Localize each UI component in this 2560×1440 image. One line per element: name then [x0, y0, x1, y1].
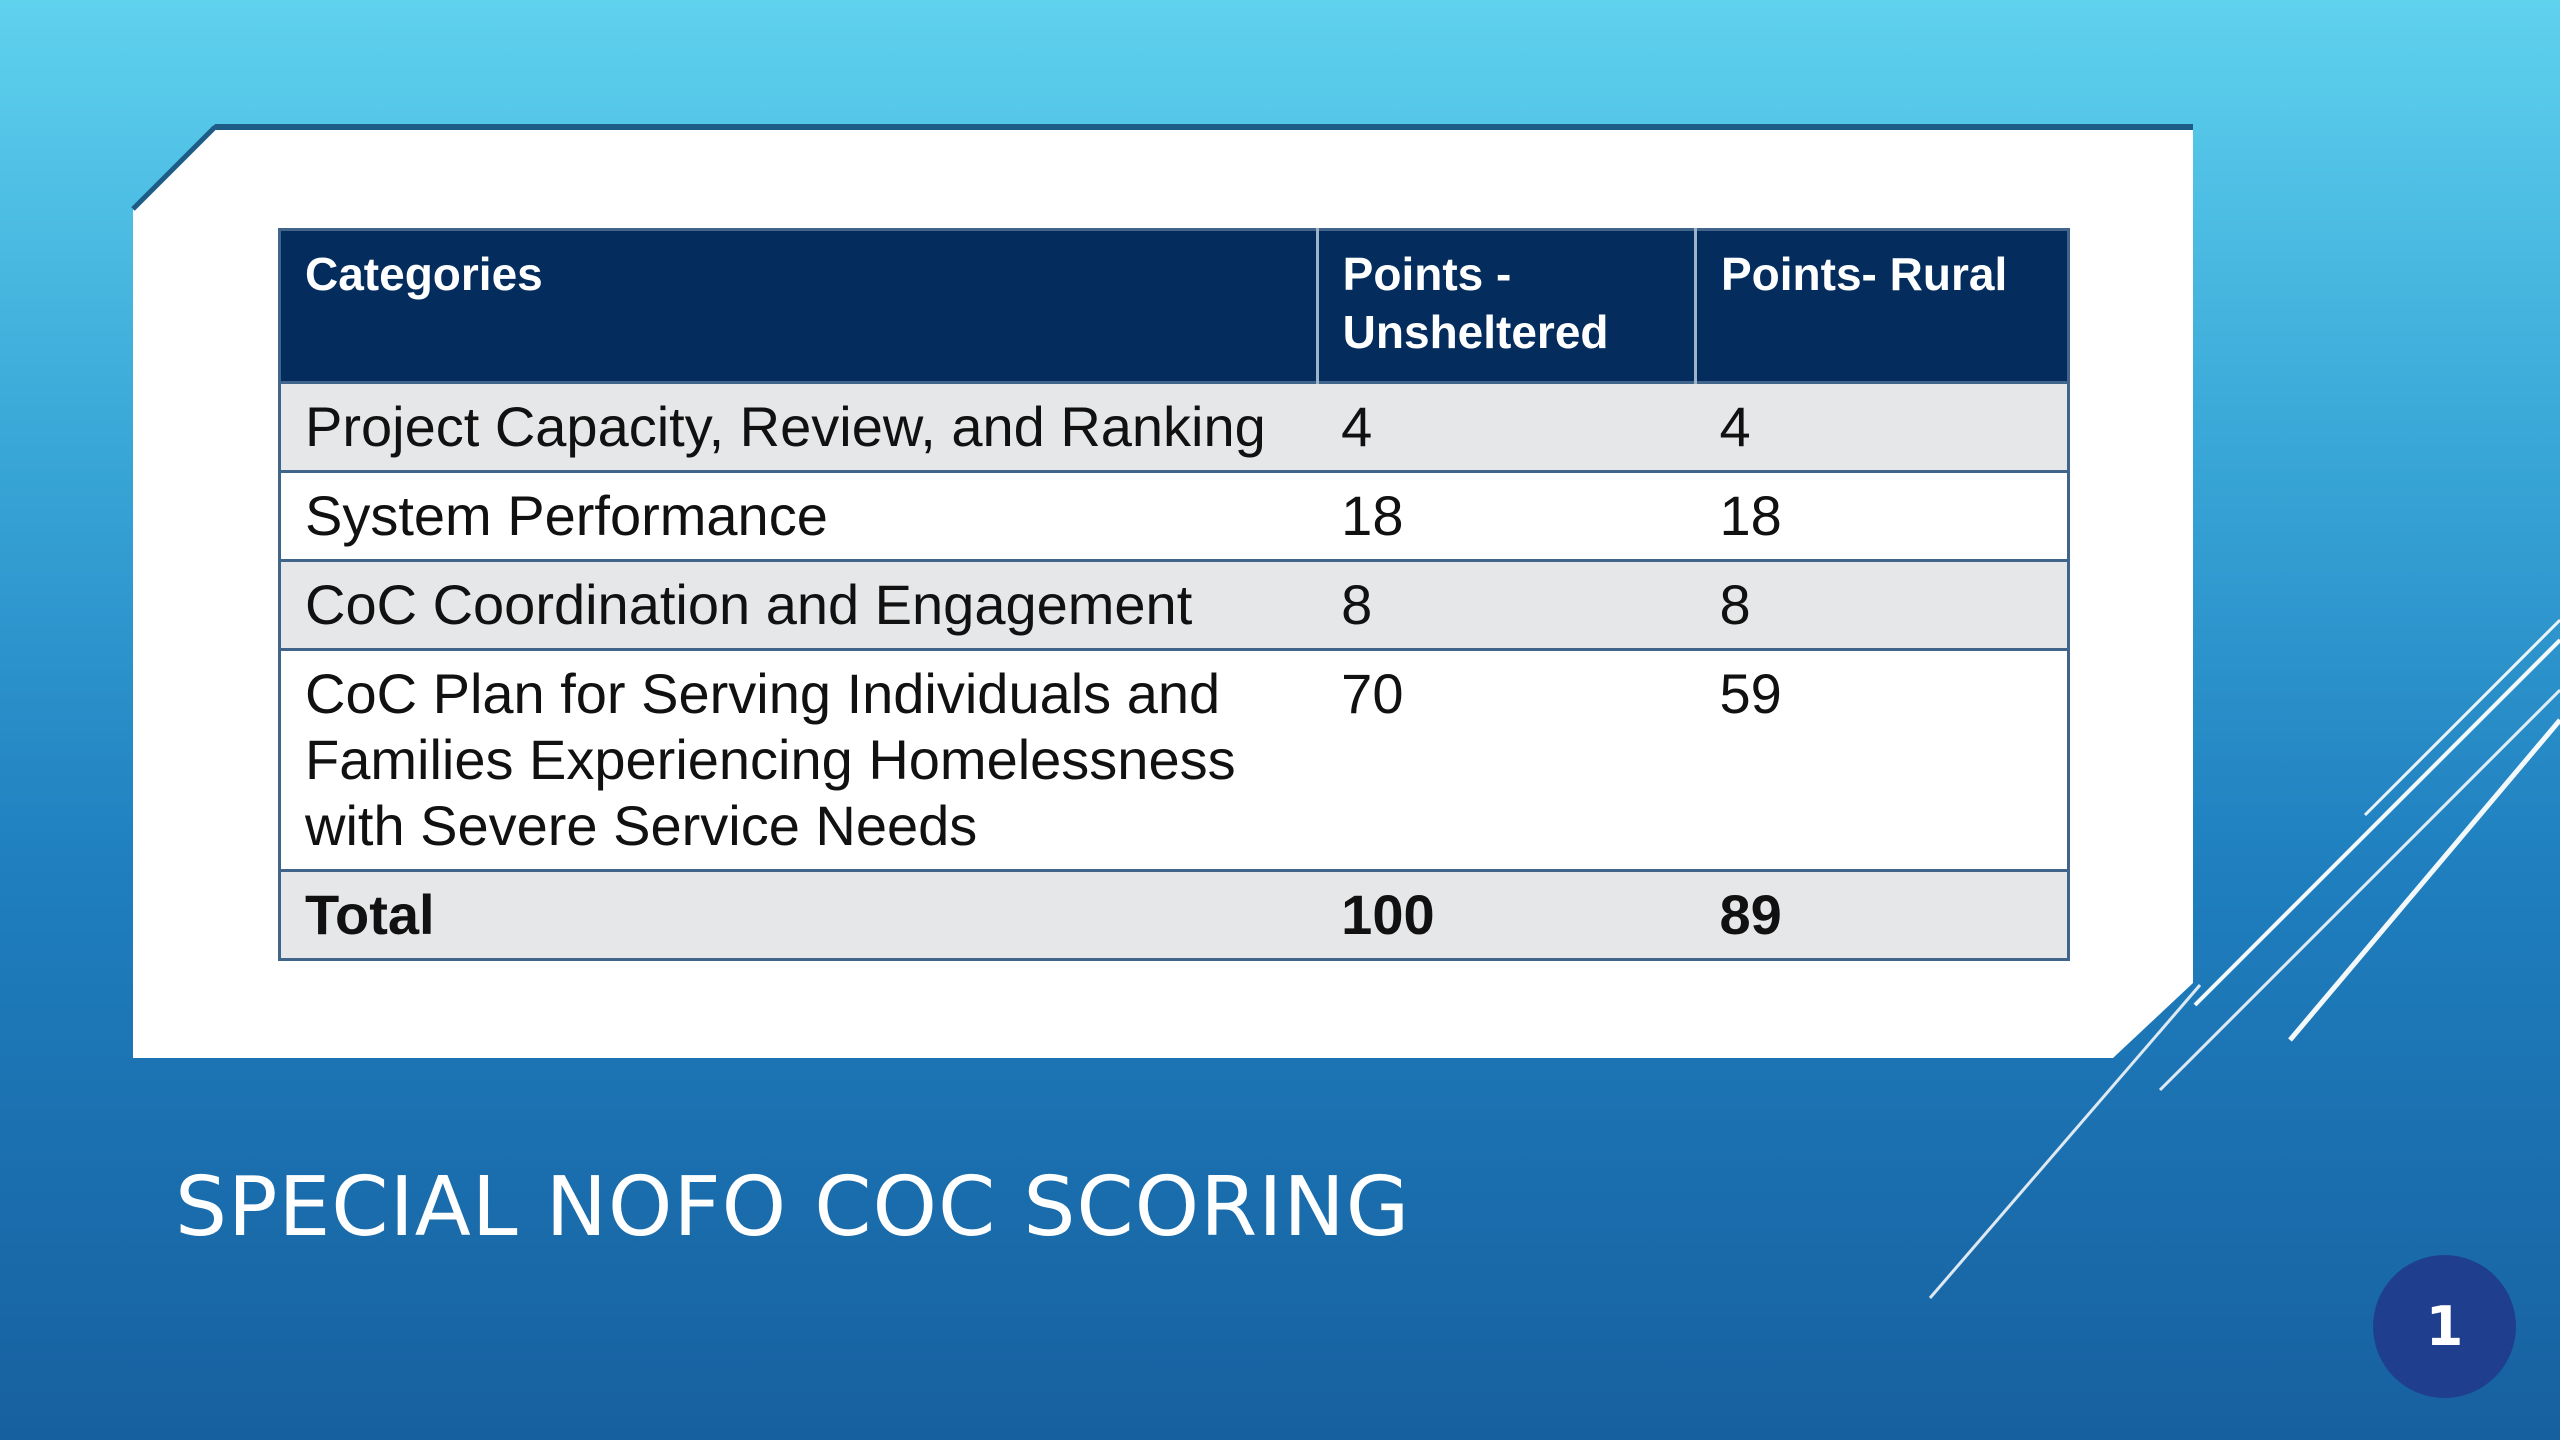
row-points-unsheltered: 4	[1317, 381, 1696, 472]
row-category: System Performance	[279, 470, 1318, 561]
table-row: Project Capacity, Review, and Ranking 4 …	[279, 381, 2069, 472]
total-points-rural: 89	[1695, 869, 2069, 960]
page-number-badge: 1	[2373, 1255, 2516, 1398]
row-category: Project Capacity, Review, and Ranking	[279, 381, 1318, 472]
row-category: CoC Plan for Serving Individuals and Fam…	[279, 648, 1318, 871]
total-label: Total	[279, 869, 1318, 960]
row-points-rural: 59	[1695, 648, 2069, 871]
scoring-table: Categories Points - Unsheltered Points- …	[278, 228, 2070, 961]
table-header-row: Categories Points - Unsheltered Points- …	[279, 229, 2069, 383]
row-category: CoC Coordination and Engagement	[279, 559, 1318, 650]
row-points-rural: 18	[1695, 470, 2069, 561]
card-top-edge	[211, 124, 2193, 130]
slide-title: SPECIAL NOFO COC SCORING	[175, 1160, 1411, 1255]
table-row: System Performance 18 18	[279, 470, 2069, 561]
card-corner-edge	[131, 125, 217, 211]
row-points-unsheltered: 8	[1317, 559, 1696, 650]
total-points-unsheltered: 100	[1317, 869, 1696, 960]
header-points-unsheltered: Points - Unsheltered	[1317, 229, 1698, 383]
table-total-row: Total 100 89	[279, 869, 2069, 960]
row-points-rural: 8	[1695, 559, 2069, 650]
row-points-unsheltered: 70	[1317, 648, 1696, 871]
table-row: CoC Coordination and Engagement 8 8	[279, 559, 2069, 650]
table-row: CoC Plan for Serving Individuals and Fam…	[279, 648, 2069, 871]
row-points-rural: 4	[1695, 381, 2069, 472]
row-points-unsheltered: 18	[1317, 470, 1696, 561]
header-points-rural: Points- Rural	[1695, 229, 2069, 383]
header-categories: Categories	[279, 229, 1319, 383]
